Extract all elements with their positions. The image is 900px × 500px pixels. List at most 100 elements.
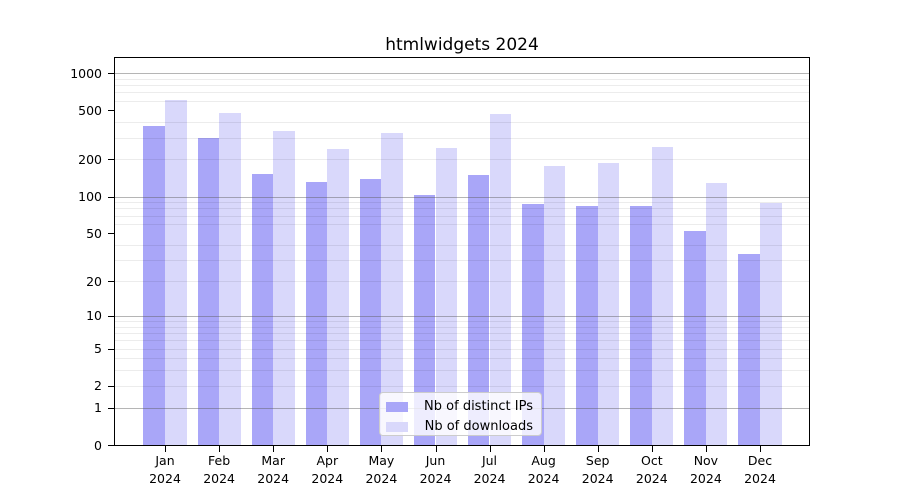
y-tick-label: 1 — [94, 400, 102, 416]
y-tick-label: 50 — [86, 225, 102, 241]
x-axis-tick — [327, 446, 329, 452]
x-tick-label-year: 2024 — [744, 471, 776, 486]
x-tick-label: Dec 2024 — [728, 452, 792, 488]
y-axis-tick — [108, 348, 114, 350]
y-axis-tick — [108, 196, 114, 198]
bar-distinct-ips — [197, 137, 220, 445]
x-axis-tick — [651, 446, 653, 452]
x-axis-tick — [381, 446, 383, 452]
x-tick-label: Nov 2024 — [674, 452, 738, 488]
bar-downloads — [489, 113, 512, 445]
x-axis-tick — [273, 446, 275, 452]
y-axis-tick — [108, 445, 114, 446]
x-tick-label: Apr 2024 — [295, 452, 359, 488]
minor-gridline — [115, 159, 809, 161]
x-tick-label-year: 2024 — [473, 471, 506, 486]
x-axis-tick — [705, 446, 707, 452]
minor-gridline — [115, 100, 809, 102]
legend: Nb of distinct IPs Nb of downloads — [379, 392, 542, 436]
bar-distinct-ips — [143, 126, 165, 445]
minor-gridline — [115, 92, 809, 94]
bar-distinct-ips — [738, 253, 760, 445]
y-axis-tick — [108, 385, 114, 387]
y-tick-label: 20 — [86, 273, 102, 289]
y-tick-label: 100 — [78, 189, 102, 204]
legend-swatch-downloads — [386, 422, 408, 432]
bar-distinct-ips — [576, 205, 598, 445]
bar-distinct-ips — [305, 181, 328, 445]
minor-gridline — [115, 223, 809, 225]
x-axis-tick — [543, 446, 545, 452]
bar-distinct-ips — [467, 174, 490, 445]
minor-gridline — [115, 208, 809, 210]
minor-gridline — [115, 260, 809, 262]
bar-downloads — [273, 130, 295, 445]
bar-downloads — [705, 182, 728, 445]
bar-distinct-ips — [684, 231, 706, 445]
x-tick-label: Jan 2024 — [133, 452, 197, 488]
x-tick-label: Sep 2024 — [566, 452, 630, 488]
minor-gridline — [115, 358, 809, 360]
minor-gridline — [115, 215, 809, 217]
major-gridline — [115, 315, 809, 317]
y-axis-tick — [108, 73, 114, 74]
bar-downloads — [543, 166, 566, 445]
x-tick-label: May 2024 — [349, 452, 413, 488]
x-tick-label: Oct 2024 — [620, 452, 684, 488]
y-tick-label: 5 — [94, 341, 102, 356]
legend-swatch-distinct-ips — [386, 402, 408, 412]
x-tick-label-year: 2024 — [311, 471, 344, 486]
x-axis-tick — [760, 446, 761, 452]
minor-gridline — [115, 333, 809, 334]
y-axis-tick — [108, 110, 114, 112]
bar-downloads — [165, 100, 187, 445]
x-tick-label-year: 2024 — [689, 471, 722, 486]
x-tick-label-year: 2024 — [635, 471, 668, 486]
minor-gridline — [115, 370, 809, 372]
minor-gridline — [115, 85, 809, 86]
minor-gridline — [115, 326, 809, 328]
minor-gridline — [115, 321, 809, 322]
minor-gridline — [115, 281, 809, 283]
y-tick-label: 2 — [94, 378, 102, 394]
y-tick-label: 200 — [78, 151, 102, 167]
x-tick-label: Feb 2024 — [187, 452, 251, 488]
minor-gridline — [115, 202, 809, 204]
minor-gridline — [115, 245, 809, 246]
minor-gridline — [115, 122, 809, 124]
major-gridline — [115, 196, 809, 198]
y-axis-tick — [108, 315, 114, 317]
chart-title: htmlwidgets 2024 — [385, 35, 539, 55]
y-tick-label: 500 — [78, 102, 102, 118]
x-axis-tick — [435, 446, 437, 452]
bar-downloads — [597, 162, 620, 445]
y-tick-label: 1000 — [70, 65, 102, 81]
y-axis-tick — [108, 233, 114, 235]
x-tick-label: Jul 2024 — [458, 452, 522, 488]
bar-downloads — [327, 149, 349, 445]
bar-distinct-ips — [359, 178, 382, 445]
y-axis-tick — [108, 407, 114, 409]
x-tick-label-year: 2024 — [581, 471, 614, 486]
x-tick-label-year: 2024 — [149, 471, 181, 486]
x-tick-label: Mar 2024 — [241, 452, 305, 488]
bar-distinct-ips — [522, 203, 544, 445]
bar-distinct-ips — [413, 195, 436, 445]
y-tick-label: 10 — [86, 308, 102, 324]
x-axis-tick — [219, 446, 221, 452]
bar-downloads — [760, 202, 782, 445]
bar-distinct-ips — [630, 205, 652, 445]
x-tick-label-year: 2024 — [527, 471, 560, 486]
minor-gridline — [115, 348, 809, 350]
x-tick-label: Jun 2024 — [404, 452, 468, 488]
legend-item-downloads: Nb of downloads — [386, 419, 533, 435]
minor-gridline — [115, 137, 809, 139]
minor-gridline — [115, 385, 809, 387]
y-axis-tick — [108, 159, 114, 161]
x-tick-label-year: 2024 — [203, 471, 235, 486]
x-axis-tick — [165, 446, 166, 452]
legend-label-distinct-ips: Nb of distinct IPs — [424, 399, 533, 414]
major-gridline — [115, 73, 809, 74]
bar-distinct-ips — [251, 174, 274, 445]
